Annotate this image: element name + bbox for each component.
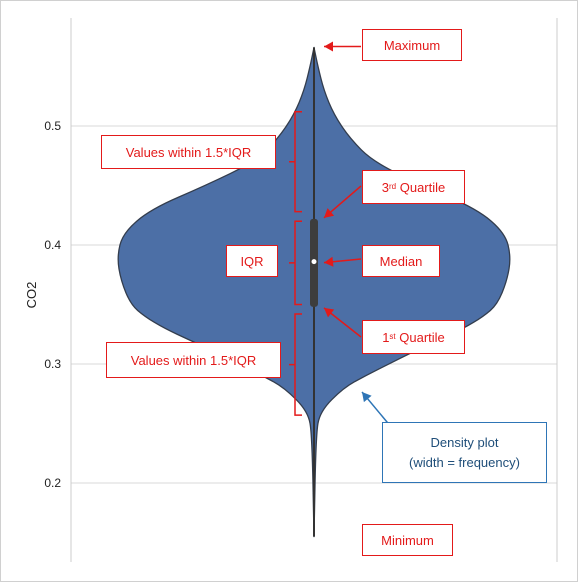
minimum-label: Minimum — [362, 524, 453, 556]
y-tick-label: 0.5 — [44, 119, 61, 133]
upper-range-bracket — [289, 110, 302, 213]
q1-text: Quartile — [395, 329, 445, 345]
y-axis-label: CO2 — [24, 282, 39, 309]
lower-range-bracket — [289, 313, 302, 416]
iqr-bracket — [289, 220, 302, 306]
q3-prefix: 3 — [381, 179, 389, 195]
lower-range-label: Values within 1.5*IQR — [106, 342, 281, 378]
range-brackets — [289, 110, 302, 416]
median-marker — [311, 259, 317, 265]
density-plot-label: Density plot (width = frequency) — [382, 422, 547, 483]
y-tick-label: 0.3 — [44, 357, 61, 371]
q3-text: Quartile — [396, 179, 446, 195]
upper-range-label: Values within 1.5*IQR — [101, 135, 276, 169]
maximum-arrow-head — [324, 41, 333, 52]
median-label: Median — [362, 245, 440, 277]
q1-prefix: 1 — [382, 329, 390, 345]
first-quartile-arrow-head — [324, 307, 335, 318]
iqr-label: IQR — [226, 245, 278, 277]
box-plot-inner — [310, 47, 318, 537]
annotation-arrows — [323, 41, 393, 429]
median-arrow-head — [324, 256, 334, 267]
y-tick-label: 0.4 — [44, 238, 61, 252]
density-line-1: Density plot — [430, 434, 499, 450]
density-line-2: (width = frequency) — [409, 454, 520, 470]
maximum-label: Maximum — [362, 29, 462, 61]
density-arrow-head — [362, 392, 372, 403]
third-quartile-arrow-head — [324, 208, 335, 218]
y-tick-label: 0.2 — [44, 476, 61, 490]
y-axis-ticks: 0.2 0.3 0.4 0.5 — [44, 119, 61, 490]
